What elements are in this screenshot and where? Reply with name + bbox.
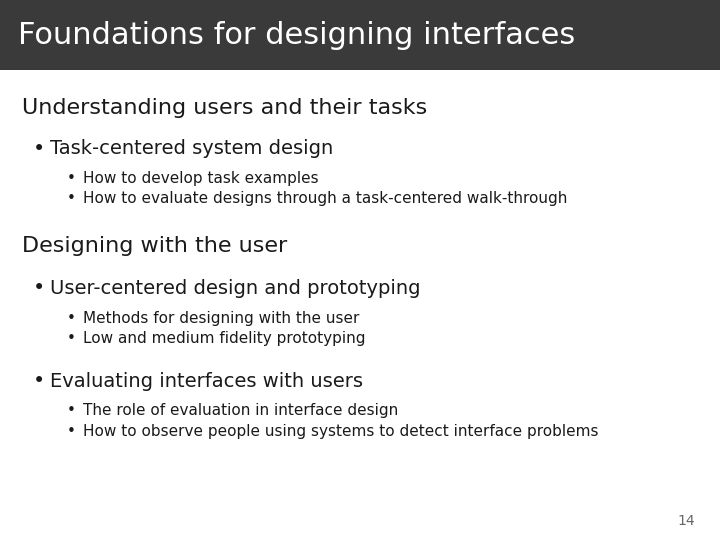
Text: •: • — [32, 371, 45, 392]
Text: Understanding users and their tasks: Understanding users and their tasks — [22, 98, 427, 118]
Text: Evaluating interfaces with users: Evaluating interfaces with users — [50, 372, 364, 391]
Text: •: • — [67, 191, 76, 206]
Text: How to evaluate designs through a task-centered walk-through: How to evaluate designs through a task-c… — [83, 191, 567, 206]
Text: Task-centered system design: Task-centered system design — [50, 139, 333, 158]
Bar — [0, 0, 720, 70]
Text: Methods for designing with the user: Methods for designing with the user — [83, 310, 359, 326]
Text: Low and medium fidelity prototyping: Low and medium fidelity prototyping — [83, 331, 365, 346]
Text: •: • — [67, 331, 76, 346]
Text: •: • — [67, 424, 76, 439]
Text: Foundations for designing interfaces: Foundations for designing interfaces — [18, 21, 575, 50]
Text: The role of evaluation in interface design: The role of evaluation in interface desi… — [83, 403, 398, 418]
Text: 14: 14 — [678, 514, 695, 528]
Text: •: • — [32, 138, 45, 159]
Text: How to develop task examples: How to develop task examples — [83, 171, 318, 186]
Text: •: • — [67, 403, 76, 418]
Text: How to observe people using systems to detect interface problems: How to observe people using systems to d… — [83, 424, 598, 439]
Text: •: • — [32, 278, 45, 299]
Text: Designing with the user: Designing with the user — [22, 235, 287, 256]
Text: •: • — [67, 310, 76, 326]
Text: User-centered design and prototyping: User-centered design and prototyping — [50, 279, 421, 298]
Text: •: • — [67, 171, 76, 186]
